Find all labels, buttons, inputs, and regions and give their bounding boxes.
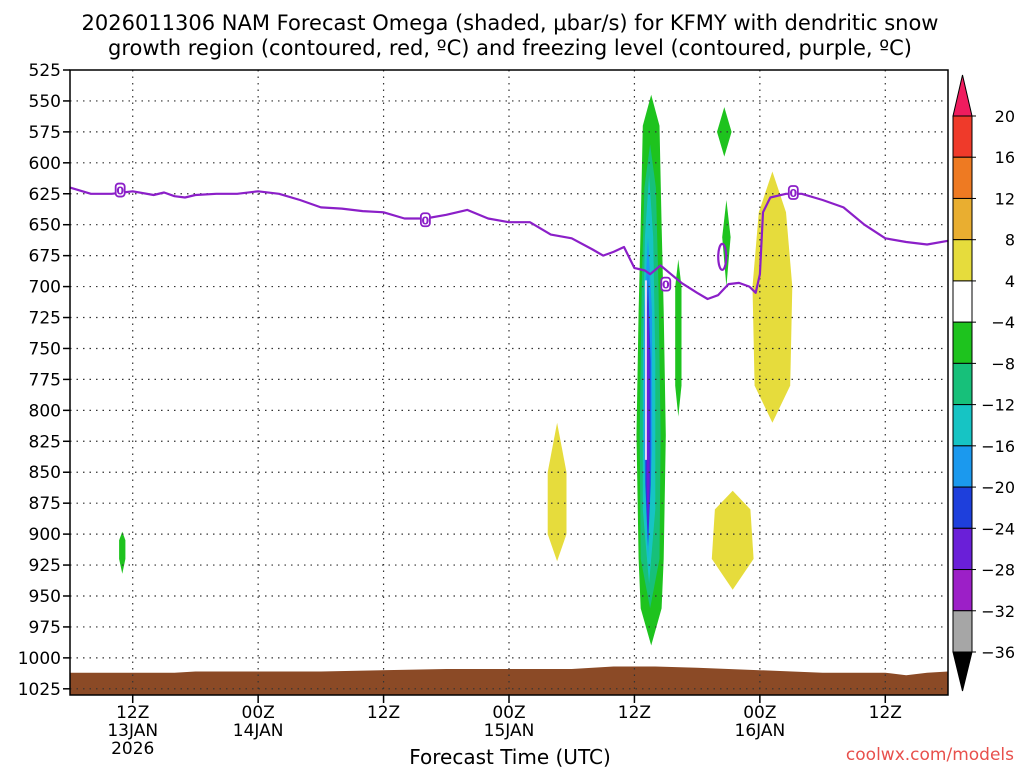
x-tick-label-78-0: 12Z [869,703,902,723]
x-tick-label-18-1: 14JAN [233,721,284,741]
colorbar-bottom-tip [952,651,973,692]
freezing-level-label-box-1 [419,212,431,228]
colorbar-label-12: −32 [981,602,1015,621]
omega-region-9 [722,200,731,287]
omega-region-0 [119,531,126,574]
colorbar-label-4: 4 [1005,272,1015,291]
colorbar-segment-12 [952,610,973,653]
omega-region-7 [675,259,682,417]
freezing-level-line [69,186,949,301]
x-tick-label-18-0: 00Z [242,703,275,723]
y-tick-label-825: 825 [29,432,61,452]
y-tick-label-975: 975 [29,618,61,638]
colorbar-segment-10 [952,527,973,571]
colorbar-segment-9 [952,486,973,529]
colorbar-label-7: −12 [981,396,1015,415]
y-tick-label-725: 725 [29,309,61,329]
colorbar-segment-7 [952,404,973,447]
y-tick-label-950: 950 [29,587,61,607]
y-tick-label-575: 575 [29,123,61,143]
x-tick-label-42-1: 15JAN [484,721,535,741]
omega-region-10 [547,422,567,562]
colorbar-segment-11 [952,569,973,612]
grid-lines [70,70,948,695]
y-axis: 525 550 575 600 625 650 675 700 725 750 775 800 825 8… [18,61,70,700]
y-tick-label-650: 650 [29,216,61,236]
y-tick-label-875: 875 [29,494,61,514]
freezing-level-label-box-2 [660,276,672,292]
omega-shading [119,94,793,646]
colorbar-segment-6 [952,362,973,406]
x-tick-label-6-1: 13JAN [107,721,158,741]
x-tick-label-54-0: 12Z [618,703,651,723]
y-tick-label-900: 900 [29,525,61,545]
y-tick-label-800: 800 [29,401,61,421]
chart-title-line-1: 2026011306 NAM Forecast Omega (shaded, μ… [82,11,939,35]
colorbar: 20 16 12 8 4 −4 −8 −12 −16 −20 −24 −28 −32 −36 [952,74,1015,692]
omega-region-12 [711,490,754,590]
colorbar-top-tip [952,74,973,117]
omega-region-11 [752,171,793,423]
colorbar-label-0: 20 [995,107,1015,126]
colorbar-segment-3 [952,239,973,282]
colorbar-label-1: 16 [995,148,1015,167]
freezing-level-label-box-0 [114,182,126,198]
x-tick-label-6-0: 12Z [116,703,149,723]
surface-terrain [70,666,948,695]
x-tick-label-6-2: 2026 [111,739,154,759]
x-tick-label-42-0: 00Z [492,703,525,723]
colorbar-label-3: 8 [1005,231,1015,250]
colorbar-segment-5 [952,321,973,364]
y-tick-label-550: 550 [29,92,61,112]
colorbar-label-5: −4 [991,313,1015,332]
freezing-level-label-box-3 [787,185,799,200]
y-tick-label-775: 775 [29,370,61,390]
y-tick-label-925: 925 [29,556,61,576]
y-tick-label-625: 625 [29,185,61,205]
y-tick-label-675: 675 [29,247,61,267]
colorbar-segment-1 [952,156,973,199]
x-tick-label-66-0: 00Z [743,703,776,723]
surface-terrain-fill [70,666,948,695]
freezing-level-label-0: 0 [116,185,124,198]
colorbar-segment-8 [952,445,973,488]
freezing-level-loop [717,242,728,271]
credit-text: coolwx.com/models [846,745,1014,765]
x-axis-label: Forecast Time (UTC) [409,745,611,768]
freezing-level-contour: 0 0 0 0 [69,182,949,460]
colorbar-label-11: −28 [981,561,1015,580]
chart-title-line-2: growth region (contoured, red, ºC) and f… [108,36,912,60]
omega-region-8 [717,107,732,157]
colorbar-segment-4 [952,280,973,323]
colorbar-label-9: −20 [981,478,1015,497]
colorbar-label-13: −36 [981,643,1015,662]
y-tick-label-1000: 1000 [18,649,61,669]
y-tick-label-700: 700 [29,278,61,298]
colorbar-segment-2 [952,197,973,241]
y-tick-label-525: 525 [29,61,61,81]
freezing-level-label-1: 0 [422,214,430,227]
y-tick-label-600: 600 [29,154,61,174]
colorbar-label-6: −8 [991,354,1015,373]
x-tick-label-30-0: 12Z [367,703,400,723]
colorbar-label-10: −24 [981,519,1015,538]
colorbar-label-2: 12 [995,189,1015,208]
y-tick-label-850: 850 [29,463,61,483]
x-tick-label-66-1: 16JAN [735,721,786,741]
colorbar-segment-0 [952,115,973,158]
y-tick-label-1025: 1025 [18,680,61,700]
y-tick-label-750: 750 [29,339,61,359]
freezing-level-label-2: 0 [662,279,670,292]
freezing-level-label-3: 0 [789,187,797,200]
colorbar-label-8: −16 [981,437,1015,456]
